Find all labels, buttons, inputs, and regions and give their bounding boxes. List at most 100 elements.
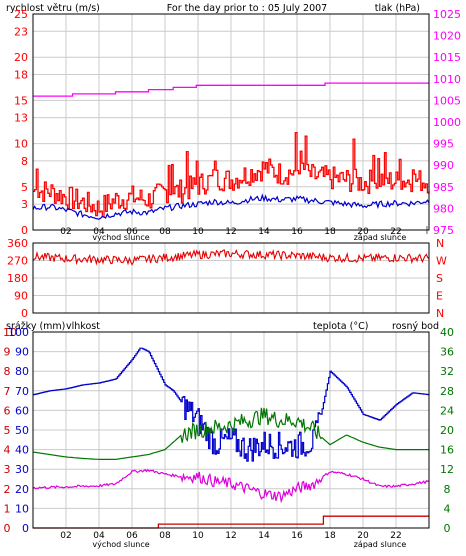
temperature-tick-label: 4	[444, 502, 451, 515]
sunrise-label-top: východ slunce	[92, 233, 149, 242]
humidity-tick-label: 40	[15, 444, 29, 457]
temperature-tick-label: 32	[440, 365, 454, 378]
rain-axis-ticks: 0 1 2 3 4 5 6 7 8 9 10	[3, 326, 17, 535]
temperature-axis-ticks: 0 4 8 12 16 20 24 28 32 36 40	[440, 326, 454, 535]
rain-tick-label: 3	[4, 463, 11, 476]
temperature-line	[32, 407, 429, 460]
pressure-tick-label: 995	[433, 138, 454, 151]
x-tick-label: 20	[357, 227, 369, 237]
x-tick-label: 16	[291, 531, 303, 541]
x-tick-label: 10	[192, 227, 204, 237]
panel-speed-x-ticks: 02 04 06 08 10 12 14 16 18 20 22 |	[60, 225, 428, 237]
speed-tick-label: 8	[21, 155, 28, 168]
panel-humidity-x-ticks: 02 04 06 08 10 12 14 16 18 20 22	[60, 531, 401, 541]
sunset-label-bottom: západ slunce	[354, 540, 407, 549]
humidity-axis-ticks: 0 10 20 30 40 50 60 70 80 90 100	[8, 326, 29, 535]
humidity-tick-label: 80	[15, 365, 29, 378]
pressure-tick-label: 1000	[433, 116, 461, 129]
temperature-tick-label: 16	[440, 444, 454, 457]
x-tick-label: 12	[225, 531, 236, 541]
panel-speed-grid	[32, 13, 429, 231]
direction-axis-ticks: 360 270 180 90 0	[7, 237, 28, 320]
speed-tick-label: 5	[21, 181, 28, 194]
x-tick-label: 04	[93, 227, 105, 237]
humidity-line	[33, 347, 430, 462]
pressure-tick-label: 990	[433, 159, 454, 172]
x-tick-label: 08	[159, 227, 171, 237]
direction-tick-label: 270	[7, 255, 28, 268]
rain-tick-label: 6	[4, 404, 11, 417]
wind-average-line	[32, 193, 430, 220]
x-tick-label: 18	[324, 531, 336, 541]
speed-tick-label: 0	[21, 224, 28, 237]
speed-tick-label: 20	[14, 51, 28, 64]
temperature-tick-label: 28	[440, 385, 454, 398]
x-tick-label: 10	[192, 531, 204, 541]
temperature-tick-label: 40	[440, 326, 454, 339]
dewpoint-line	[32, 468, 430, 504]
humidity-tick-label: 90	[15, 346, 29, 359]
rain-tick-label: 10	[3, 326, 17, 339]
humidity-label: vlhkost	[66, 321, 100, 332]
humidity-tick-label: 50	[15, 424, 29, 437]
humidity-tick-label: 100	[8, 326, 29, 339]
speed-tick-label: 23	[14, 25, 28, 38]
speed-tick-label: 3	[21, 198, 28, 211]
wind-gust-line	[33, 132, 430, 218]
panel-direction-series	[32, 248, 430, 266]
x-tick-label: 12	[225, 227, 236, 237]
x-tick-label: 16	[291, 227, 303, 237]
rain-label: srážky (mm)	[6, 321, 65, 332]
pressure-label: tlak (hPa)	[375, 3, 420, 14]
rain-tick-label: 8	[4, 365, 11, 378]
x-tick-label: 22	[390, 531, 401, 541]
temperature-label: teplota (°C)	[313, 321, 368, 332]
panel-direction-frame	[32, 242, 430, 314]
x-tick-label: 20	[357, 531, 369, 541]
x-end-mark: |	[426, 225, 429, 234]
direction-tick-label: 90	[14, 290, 28, 303]
temperature-tick-label: 12	[440, 463, 454, 476]
rain-tick-label: 5	[4, 424, 11, 437]
pressure-tick-label: 980	[433, 202, 454, 215]
humidity-tick-label: 30	[15, 463, 29, 476]
temperature-tick-label: 20	[440, 424, 454, 437]
pressure-line	[33, 82, 429, 97]
pressure-tick-label: 1015	[433, 51, 461, 64]
x-tick-label: 06	[126, 531, 138, 541]
compass-tick-label: E	[436, 290, 443, 303]
speed-tick-label: 18	[14, 68, 28, 81]
pressure-axis-ticks: 975 980 985 990 995 1000 1005 1010 1015 1020 1025	[433, 8, 461, 237]
direction-tick-label: 180	[7, 272, 28, 285]
rain-tick-label: 1	[4, 502, 11, 515]
x-tick-label: 02	[60, 531, 71, 541]
chart-title: For the day prior to : 05 July 2007	[167, 3, 327, 14]
x-tick-label: 14	[258, 531, 270, 541]
pressure-tick-label: 985	[433, 181, 454, 194]
humidity-tick-label: 10	[15, 502, 29, 515]
direction-tick-label: 360	[7, 237, 28, 250]
rain-tick-label: 4	[4, 444, 11, 457]
temperature-tick-label: 24	[440, 404, 454, 417]
sunrise-label-bottom: východ slunce	[92, 540, 149, 549]
rain-tick-label: 2	[4, 483, 11, 496]
rain-tick-label: 0	[4, 522, 11, 535]
rain-tick-label: 9	[4, 346, 11, 359]
x-tick-label: 08	[159, 531, 171, 541]
pressure-tick-label: 1005	[433, 94, 461, 107]
temperature-tick-label: 36	[440, 346, 454, 359]
speed-tick-label: 15	[14, 94, 28, 107]
panel-speed-series	[32, 82, 430, 220]
x-tick-label: 06	[126, 227, 138, 237]
speed-tick-label: 13	[14, 112, 28, 125]
pressure-tick-label: 1010	[433, 73, 461, 86]
x-tick-label: 14	[258, 227, 270, 237]
wind-direction-line	[32, 248, 430, 266]
pressure-tick-label: 1025	[433, 8, 461, 21]
compass-tick-label: N	[436, 237, 444, 250]
compass-tick-label: W	[436, 255, 447, 268]
x-tick-label: 02	[60, 227, 71, 237]
rain-tick-label: 7	[4, 385, 11, 398]
humidity-tick-label: 70	[15, 385, 29, 398]
